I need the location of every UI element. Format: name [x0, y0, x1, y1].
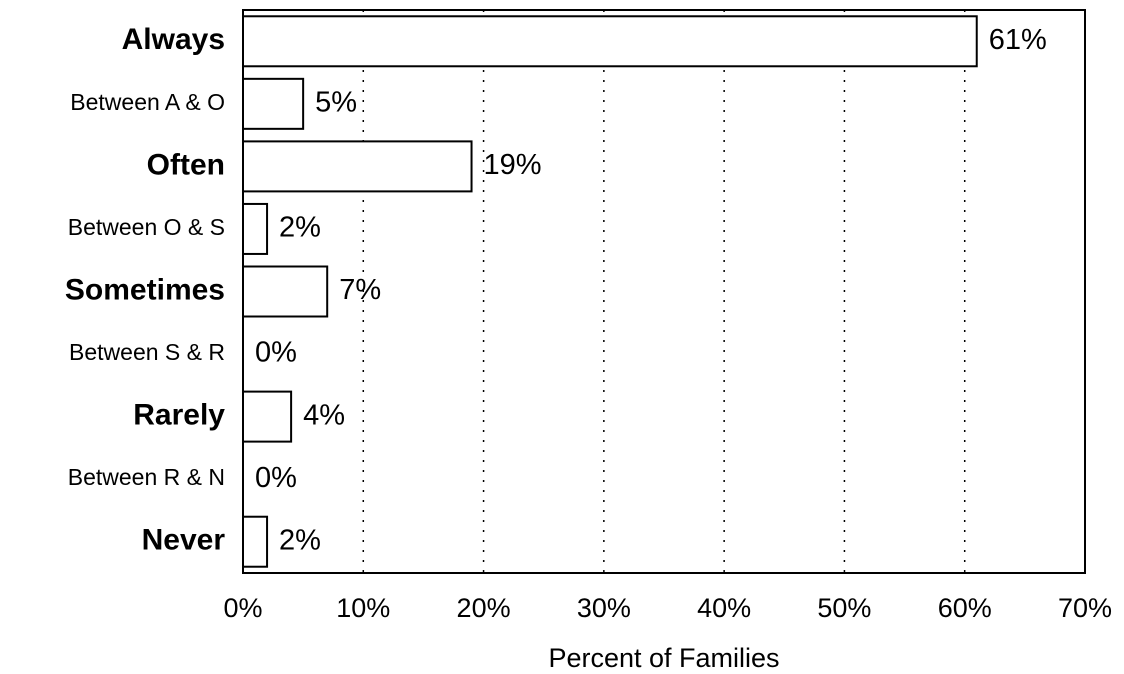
- data-label: 7%: [339, 274, 381, 306]
- data-label: 0%: [255, 337, 297, 369]
- y-tick-label: Rarely: [133, 399, 225, 432]
- data-label: 2%: [279, 524, 321, 556]
- data-label: 61%: [989, 24, 1047, 56]
- x-tick-label: 60%: [938, 593, 992, 623]
- bar: [242, 77, 305, 130]
- x-tick-label: 30%: [577, 593, 631, 623]
- y-tick-label: Between R & N: [68, 464, 225, 490]
- y-tick-label: Sometimes: [65, 273, 225, 306]
- data-label: 2%: [279, 212, 321, 244]
- bar: [242, 140, 473, 193]
- data-label: 5%: [315, 86, 357, 118]
- data-label: 0%: [255, 462, 297, 494]
- bar: [242, 390, 293, 443]
- y-tick-label: Between O & S: [68, 214, 225, 240]
- x-tick-label: 50%: [817, 593, 871, 623]
- data-label: 4%: [303, 399, 345, 431]
- x-tick-label: 10%: [336, 593, 390, 623]
- x-tick-label: 20%: [457, 593, 511, 623]
- bar: [242, 202, 269, 255]
- bar: [242, 515, 269, 568]
- y-tick-label: Never: [142, 524, 226, 557]
- data-label: 19%: [484, 149, 542, 181]
- bar: [242, 15, 978, 68]
- bar: [242, 265, 329, 318]
- y-tick-label: Between A & O: [70, 89, 225, 115]
- y-tick-label: Always: [122, 23, 225, 56]
- x-tick-label: 70%: [1058, 593, 1112, 623]
- x-axis-label: Percent of Families: [548, 643, 779, 673]
- x-tick-label: 0%: [223, 593, 262, 623]
- y-tick-label: Often: [147, 148, 225, 181]
- x-tick-label: 40%: [697, 593, 751, 623]
- y-tick-label: Between S & R: [69, 339, 225, 365]
